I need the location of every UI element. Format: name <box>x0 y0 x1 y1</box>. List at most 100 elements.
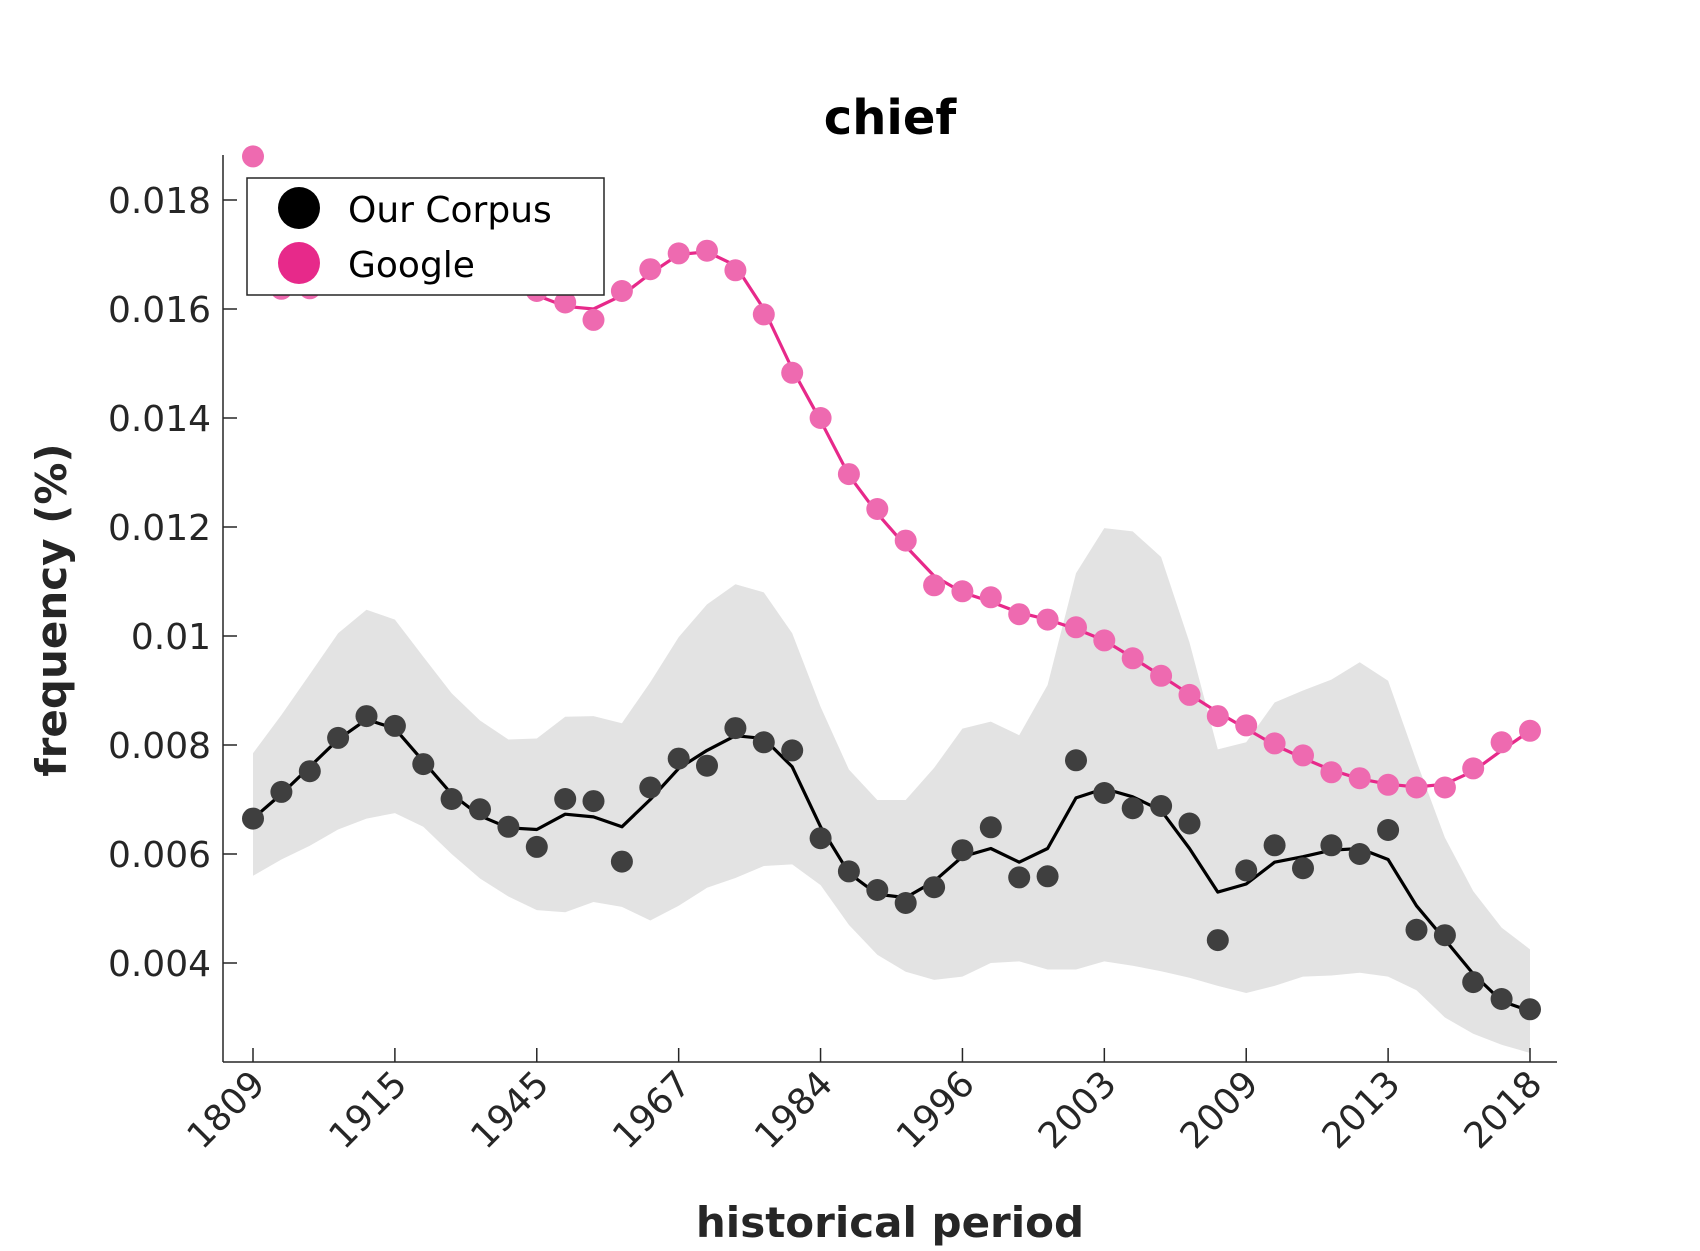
data-point-google <box>610 280 633 302</box>
chart-title: chief <box>824 90 958 146</box>
data-point-our-corpus <box>1405 918 1428 941</box>
x-axis-label: historical period <box>696 1198 1084 1246</box>
data-point-our-corpus <box>327 726 350 749</box>
data-point-our-corpus <box>979 816 1002 839</box>
data-point-our-corpus <box>1263 834 1286 857</box>
data-point-google <box>923 574 946 597</box>
data-point-our-corpus <box>440 788 463 810</box>
y-tick-label: 0.008 <box>108 726 211 767</box>
legend-label-google: Google <box>348 245 475 286</box>
data-point-google <box>1008 603 1031 626</box>
legend-marker-our-corpus <box>278 187 320 229</box>
data-point-our-corpus <box>1150 795 1173 817</box>
series-line-our-corpus <box>251 717 1531 1013</box>
data-point-our-corpus <box>667 747 690 770</box>
y-tick-label: 0.006 <box>108 835 211 876</box>
data-point-google <box>1462 757 1485 780</box>
data-point-google <box>951 580 974 603</box>
data-point-our-corpus <box>951 839 974 862</box>
data-point-google <box>809 407 832 429</box>
data-point-google <box>781 361 804 384</box>
data-point-google <box>1121 647 1144 670</box>
y-tick-label: 0.014 <box>108 399 211 440</box>
data-point-our-corpus <box>1178 812 1201 835</box>
data-point-our-corpus <box>1377 819 1400 841</box>
data-point-google <box>979 586 1002 609</box>
legend-label-our-corpus: Our Corpus <box>348 190 552 231</box>
y-axis-label: frequency (%) <box>27 443 76 776</box>
data-point-our-corpus <box>752 731 775 754</box>
data-point-our-corpus <box>1519 998 1541 1021</box>
data-point-our-corpus <box>1036 865 1059 888</box>
data-point-our-corpus <box>412 753 435 776</box>
x-tick-label: 2018 <box>1457 1063 1551 1157</box>
data-point-our-corpus <box>1490 988 1513 1010</box>
data-point-our-corpus <box>639 776 662 799</box>
data-point-google <box>1150 664 1173 687</box>
x-tick-label: 1996 <box>889 1063 983 1157</box>
data-point-our-corpus <box>242 807 264 830</box>
confidence-band <box>253 528 1530 1053</box>
confidence-band-layer <box>253 528 1530 1053</box>
data-point-our-corpus <box>809 827 832 850</box>
data-point-google <box>752 303 775 326</box>
data-point-google <box>1093 629 1116 652</box>
data-point-google <box>1405 776 1428 799</box>
data-point-google <box>667 242 690 265</box>
data-point-our-corpus <box>554 788 577 810</box>
data-point-our-corpus <box>1008 866 1031 889</box>
x-tick-label: 1809 <box>180 1063 274 1157</box>
data-point-our-corpus <box>1320 834 1343 857</box>
data-point-google <box>1206 705 1229 728</box>
data-point-our-corpus <box>923 876 946 899</box>
data-point-our-corpus <box>1235 859 1258 882</box>
x-tick-label: 1967 <box>605 1063 699 1157</box>
data-point-our-corpus <box>1121 797 1144 820</box>
data-point-google <box>639 258 662 281</box>
data-point-our-corpus <box>1292 857 1314 880</box>
data-point-our-corpus <box>582 790 605 813</box>
data-point-our-corpus <box>1093 782 1116 804</box>
data-point-google <box>1433 776 1456 799</box>
x-tick-label: 1984 <box>747 1063 841 1157</box>
y-tick-label: 0.018 <box>108 181 211 222</box>
data-point-our-corpus <box>894 892 917 914</box>
data-point-our-corpus <box>866 879 889 901</box>
data-point-google <box>866 498 889 520</box>
data-point-our-corpus <box>525 835 548 858</box>
data-point-our-corpus <box>1065 749 1087 772</box>
data-point-google <box>696 239 718 262</box>
data-point-our-corpus <box>1206 929 1229 952</box>
data-point-our-corpus <box>724 717 747 740</box>
data-point-our-corpus <box>355 705 378 728</box>
x-tick-label: 1915 <box>321 1063 415 1157</box>
y-tick-label: 0.016 <box>108 290 211 331</box>
data-point-google <box>1519 719 1541 742</box>
data-point-google <box>1065 616 1087 639</box>
x-tick-label: 2003 <box>1031 1063 1125 1157</box>
data-point-google <box>1377 773 1400 796</box>
x-tick-label: 2013 <box>1315 1063 1409 1157</box>
data-point-google <box>724 259 747 282</box>
data-point-our-corpus <box>497 815 520 838</box>
data-point-our-corpus <box>270 780 293 803</box>
data-point-our-corpus <box>469 798 491 821</box>
data-point-our-corpus <box>298 760 321 783</box>
data-point-google <box>582 308 605 331</box>
data-point-google <box>894 529 917 552</box>
legend-marker-google <box>278 242 320 284</box>
data-point-google <box>554 291 577 314</box>
data-point-google <box>1320 761 1343 784</box>
y-tick-label: 0.012 <box>108 508 211 549</box>
data-point-google <box>1292 744 1314 767</box>
legend: Our Corpus Google <box>246 177 605 296</box>
data-point-google <box>1036 608 1059 631</box>
data-point-our-corpus <box>383 714 406 737</box>
data-point-our-corpus <box>837 860 860 883</box>
data-point-google <box>1263 732 1286 755</box>
axes-layer <box>222 155 1557 1063</box>
data-point-our-corpus <box>1348 843 1371 865</box>
y-tick-label: 0.004 <box>108 944 211 985</box>
data-point-google <box>242 145 264 168</box>
